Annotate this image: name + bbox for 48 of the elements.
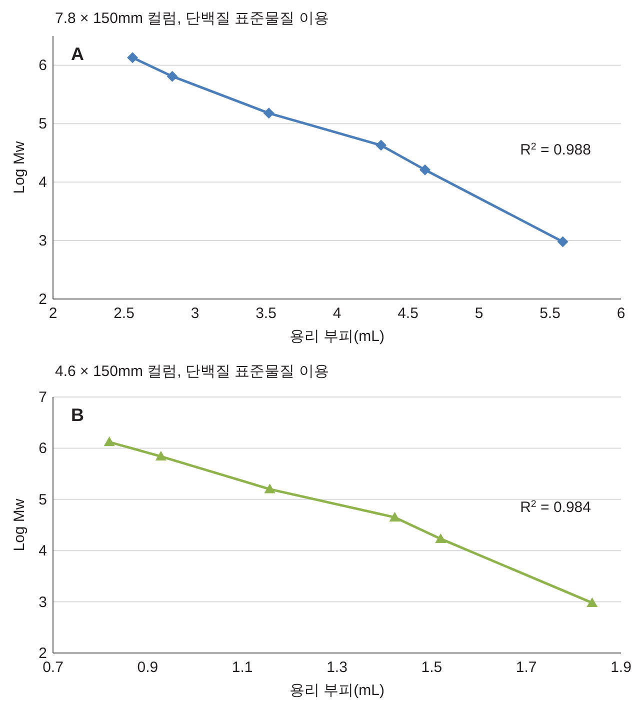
- y-tick-label: 5: [38, 116, 47, 133]
- x-tick-label: 2.5: [114, 305, 134, 322]
- point: [420, 164, 431, 176]
- x-axis-title: 용리 부피(mL): [290, 328, 384, 345]
- annotation: A: [71, 44, 84, 64]
- x-tick-label: 3.5: [256, 305, 276, 322]
- point: [435, 533, 446, 543]
- x-tick-label: 4: [332, 305, 342, 322]
- x-tick-label: 1.3: [326, 659, 348, 676]
- x-tick-label: 0.7: [42, 659, 64, 676]
- y-tick-label: 3: [38, 594, 47, 611]
- y-tick-label: 2: [38, 645, 47, 662]
- point: [263, 108, 274, 119]
- point: [557, 236, 568, 248]
- x-tick-label: 1.9: [610, 659, 632, 676]
- x-tick-label: 5.5: [540, 305, 560, 322]
- point: [389, 512, 400, 522]
- y-tick-label: 5: [38, 491, 47, 508]
- annotation: R$^{2}$ = 0.988: [520, 140, 591, 158]
- point: [264, 484, 276, 494]
- x-tick-label: 3: [190, 305, 200, 322]
- x-tick-label: 1.5: [421, 659, 442, 676]
- point: [166, 70, 178, 82]
- x-tick-label: 6: [616, 305, 626, 322]
- y-axis-title: Log Mw: [11, 141, 28, 194]
- y-tick-label: 6: [38, 57, 47, 74]
- x-tick-label: 1.7: [516, 659, 537, 676]
- x-tick-label: 4.5: [398, 305, 418, 322]
- x-tick-label: 5: [474, 305, 484, 322]
- chart-title: 4.6 × 150mm 컬럼, 단백질 표준물질 이용: [55, 363, 329, 380]
- y-tick-label: 2: [38, 291, 47, 308]
- x-axis-title: 용리 부피(mL): [290, 682, 384, 699]
- x-tick-label: 1.1: [232, 659, 253, 676]
- x-tick-label: 0.9: [137, 659, 158, 676]
- y-tick-label: 4: [38, 542, 47, 560]
- point: [586, 597, 598, 607]
- y-tick-label: 7: [38, 389, 47, 406]
- point: [127, 52, 138, 64]
- annotation: B: [71, 405, 84, 425]
- y-tick-label: 3: [38, 232, 47, 250]
- chart-title: 7.8 × 150mm 컬럼, 단백질 표준물질 이용: [55, 10, 329, 27]
- y-tick-label: 4: [38, 174, 47, 192]
- y-axis-title: Log Mw: [11, 498, 28, 552]
- annotation: R$^{2}$ = 0.984: [520, 498, 591, 516]
- y-tick-label: 6: [38, 440, 47, 458]
- point: [104, 436, 115, 446]
- point: [376, 140, 387, 151]
- point: [155, 450, 166, 461]
